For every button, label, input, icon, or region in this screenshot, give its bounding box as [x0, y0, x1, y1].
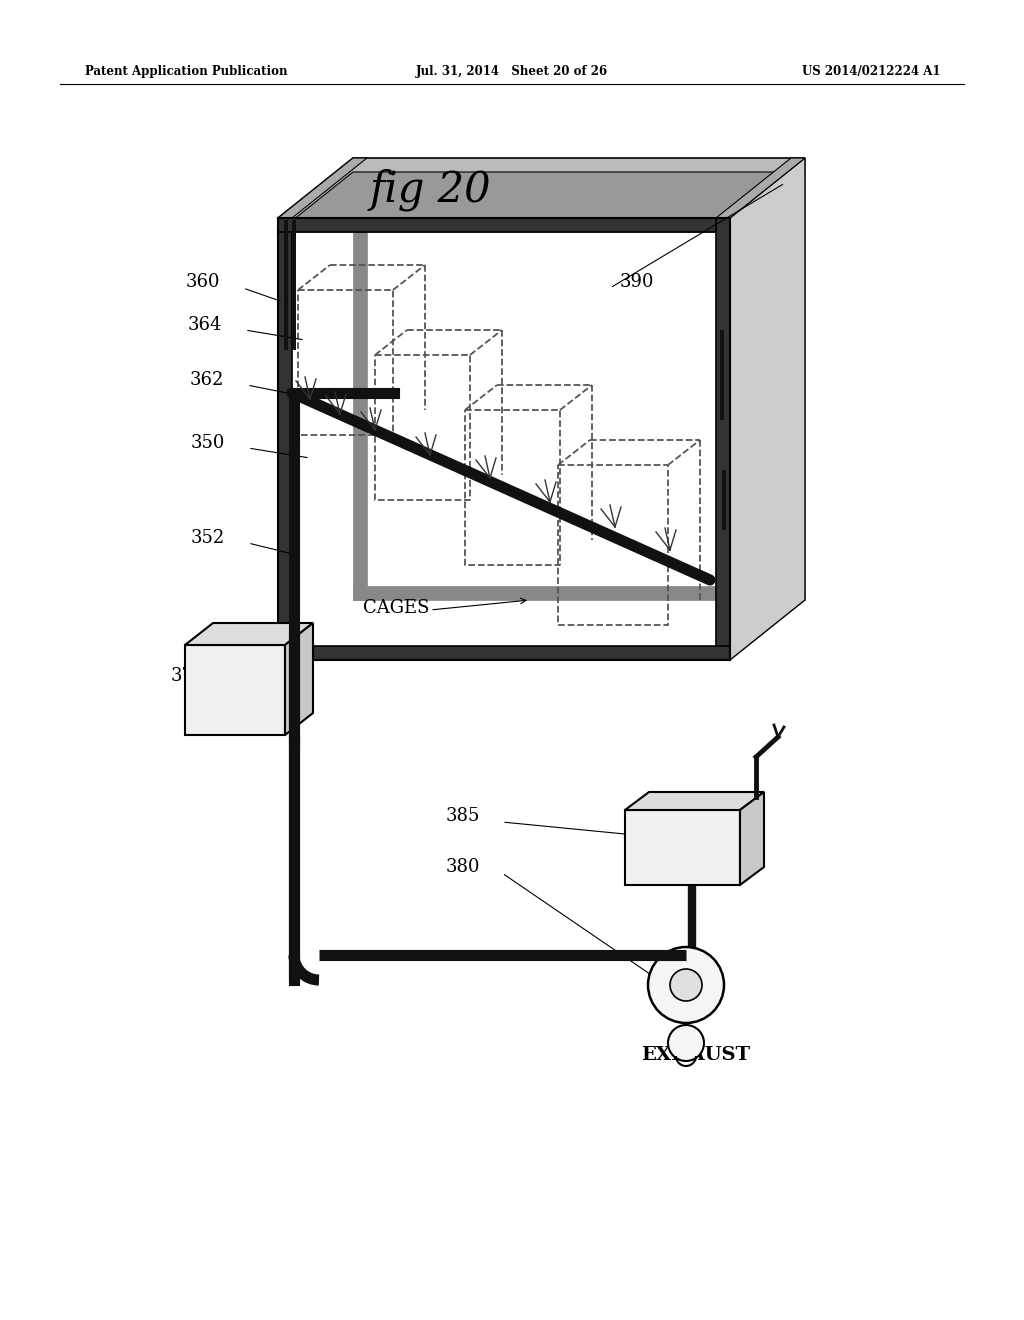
Text: Patent Application Publication: Patent Application Publication — [85, 66, 288, 78]
Bar — [284, 220, 288, 350]
Text: 362: 362 — [189, 371, 224, 389]
Text: US 2014/0212224 A1: US 2014/0212224 A1 — [802, 66, 940, 78]
Text: 360: 360 — [185, 273, 220, 290]
Text: CAGES: CAGES — [362, 599, 429, 616]
Polygon shape — [278, 645, 730, 660]
Polygon shape — [791, 158, 805, 601]
Polygon shape — [185, 623, 313, 645]
Polygon shape — [278, 158, 367, 218]
Text: 390: 390 — [620, 273, 654, 290]
Bar — [185, 645, 285, 735]
Bar — [720, 330, 724, 420]
Text: 380: 380 — [445, 858, 480, 876]
Circle shape — [648, 946, 724, 1023]
Text: 364: 364 — [187, 315, 222, 334]
Polygon shape — [278, 218, 730, 232]
Polygon shape — [740, 792, 764, 884]
Bar — [722, 470, 726, 531]
Text: fig 20: fig 20 — [370, 169, 490, 211]
Polygon shape — [285, 623, 313, 735]
Polygon shape — [278, 218, 292, 660]
Polygon shape — [353, 158, 367, 601]
Bar — [625, 810, 740, 884]
Bar — [292, 220, 296, 350]
Text: 370: 370 — [171, 667, 205, 685]
Polygon shape — [716, 158, 805, 218]
Polygon shape — [353, 586, 805, 601]
Polygon shape — [716, 218, 730, 660]
Polygon shape — [278, 172, 805, 232]
Circle shape — [670, 969, 702, 1001]
Polygon shape — [353, 158, 805, 172]
Text: 352: 352 — [190, 529, 225, 546]
Polygon shape — [730, 158, 805, 660]
Circle shape — [668, 1026, 705, 1061]
Text: 350: 350 — [190, 434, 225, 451]
Text: Jul. 31, 2014   Sheet 20 of 26: Jul. 31, 2014 Sheet 20 of 26 — [416, 66, 608, 78]
Polygon shape — [278, 158, 805, 218]
Text: EXHAUST: EXHAUST — [641, 1045, 751, 1064]
Text: 385: 385 — [445, 807, 480, 825]
Polygon shape — [625, 792, 764, 810]
